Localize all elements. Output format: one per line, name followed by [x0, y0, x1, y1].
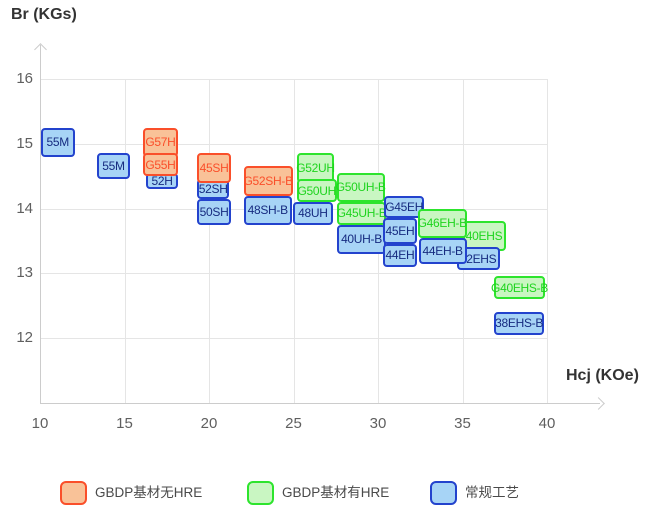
y-tick-label: 14	[16, 199, 33, 217]
x-tick-label: 25	[285, 415, 302, 432]
grade-box-45eh: 45EH	[383, 218, 417, 245]
y-tick-label: 12	[16, 329, 33, 346]
x-axis-title: Hcj (KOe)	[566, 367, 639, 384]
grade-box-g50uh: G50UH	[296, 179, 337, 203]
y-axis-line	[40, 45, 41, 403]
y-tick-label: 16	[16, 70, 33, 87]
grade-box-52sh: 52SH	[197, 179, 230, 199]
grade-box-g57h: G57H	[143, 127, 178, 157]
legend: GBDP基材无HRE GBDP基材有HRE 常规工艺	[0, 481, 645, 511]
grade-box-g52sh-b: G52SH-B	[244, 166, 293, 196]
x-tick-label: 35	[454, 415, 471, 432]
legend-item-gbdp-hre[interactable]: GBDP基材有HRE	[247, 481, 389, 505]
grade-box-g45eh: G45EH	[383, 195, 425, 219]
grade-box-55m: 55M	[96, 153, 131, 180]
grade-box-g46eh-b: G46EH-B	[418, 208, 467, 238]
legend-label-conventional: 常规工艺	[465, 485, 519, 500]
y-axis-arrow-icon	[34, 43, 47, 56]
y-axis-title: Br (KGs)	[11, 6, 77, 23]
grade-box-g52uh: G52UH	[296, 153, 335, 183]
x-tick-label: 20	[200, 415, 218, 432]
legend-swatch-gbdp-hre	[247, 481, 274, 505]
plot-area: 16 15 14 13 12 10 15 20 25 30 35 40 55M 55M 52H G57H G55…	[16, 43, 605, 432]
grade-box-48sh-b: 48SH-B	[243, 195, 292, 225]
v-gridline	[293, 79, 295, 403]
v-gridline	[209, 79, 210, 403]
x-axis-arrow-icon	[592, 397, 605, 410]
x-tick-label: 15	[116, 415, 133, 432]
legend-swatch-conventional	[430, 481, 457, 505]
grade-box-45sh: 45SH	[197, 153, 231, 183]
x-tick-label: 10	[31, 415, 49, 432]
v-gridline	[124, 79, 126, 403]
y-tick-label: 15	[16, 134, 33, 152]
x-axis-line	[40, 403, 600, 404]
grade-box-g45uh-b: G45UH-B	[337, 202, 387, 225]
grade-box-g50uh-b: G50UH-B	[336, 172, 386, 202]
grade-box-40uh-b: 40UH-B	[337, 224, 386, 254]
grade-box-44eh: 44EH	[383, 244, 417, 267]
legend-label-gbdp-hre: GBDP基材有HRE	[282, 485, 390, 500]
grade-box-40ehs: 40EHS	[462, 221, 506, 251]
grade-box-g55h: G55H	[143, 153, 178, 177]
grade-box-38ehs-b: 38EHS-B	[493, 312, 545, 335]
v-gridline	[547, 79, 548, 403]
grade-box-g40ehs-b: G40EHS-B	[491, 276, 548, 300]
grade-box-42ehs: 42EHS	[456, 247, 500, 270]
grade-box-52h: 52H	[146, 172, 178, 190]
x-tick-label: 40	[538, 415, 556, 432]
legend-item-gbdp-no-hre[interactable]: GBDP基材无HRE	[60, 481, 202, 505]
x-tick-label: 30	[369, 415, 387, 432]
grade-box-48uh: 48UH	[292, 202, 334, 225]
grade-box-55m: 55M	[40, 127, 75, 157]
grade-box-44eh-b: 44EH-B	[418, 237, 467, 264]
legend-item-conventional[interactable]: 常规工艺	[430, 481, 519, 505]
legend-label-gbdp-no-hre: GBDP基材无HRE	[95, 485, 203, 500]
y-tick-label: 13	[16, 264, 33, 282]
grade-box-50sh: 50SH	[197, 198, 231, 225]
legend-swatch-gbdp-no-hre	[60, 481, 87, 505]
